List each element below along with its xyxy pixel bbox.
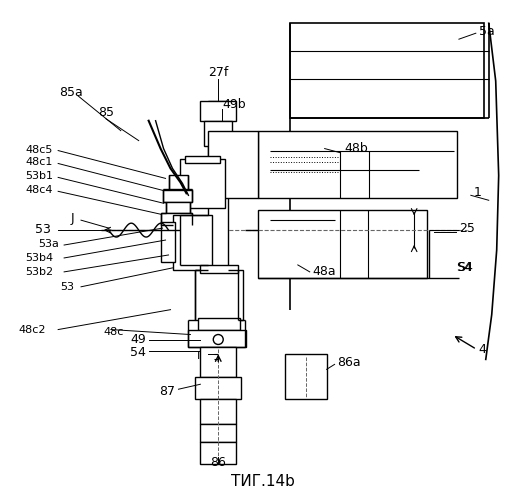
Text: I: I xyxy=(197,352,200,362)
Bar xyxy=(161,222,175,262)
Bar xyxy=(162,190,192,202)
Bar xyxy=(196,270,243,320)
Text: 85a: 85a xyxy=(59,86,83,100)
Text: 53b2: 53b2 xyxy=(25,267,53,277)
Bar xyxy=(258,210,427,278)
Bar xyxy=(198,318,240,330)
Text: ΤИГ.14b: ΤИГ.14b xyxy=(231,474,295,489)
Text: 85: 85 xyxy=(98,106,114,120)
Text: 48c5: 48c5 xyxy=(26,144,53,154)
Text: 49: 49 xyxy=(130,333,145,346)
Bar xyxy=(200,101,236,120)
Text: 25: 25 xyxy=(459,222,475,234)
Bar xyxy=(169,176,189,190)
Text: 53b1: 53b1 xyxy=(25,172,53,181)
Bar xyxy=(196,378,241,399)
Text: 5a: 5a xyxy=(479,24,494,38)
Text: 86a: 86a xyxy=(338,356,361,369)
Bar xyxy=(200,265,238,273)
Text: 86: 86 xyxy=(210,456,226,469)
Bar xyxy=(186,156,220,164)
Bar xyxy=(165,202,190,213)
Bar xyxy=(172,215,212,270)
Bar xyxy=(258,130,457,198)
Text: 49b: 49b xyxy=(222,98,246,112)
Text: 48c4: 48c4 xyxy=(26,186,53,196)
Text: 54: 54 xyxy=(130,346,145,359)
Text: 48a: 48a xyxy=(313,266,336,278)
Bar xyxy=(208,101,228,419)
Bar xyxy=(200,399,236,424)
Text: 87: 87 xyxy=(160,384,175,398)
Bar xyxy=(180,158,225,208)
Bar xyxy=(200,348,236,378)
Text: 53: 53 xyxy=(35,222,51,235)
Text: J: J xyxy=(71,212,74,224)
Text: 53: 53 xyxy=(60,282,74,292)
Bar xyxy=(189,330,246,347)
Bar xyxy=(200,442,236,464)
Text: 1: 1 xyxy=(474,186,482,199)
Bar xyxy=(208,130,258,198)
Text: 53a: 53a xyxy=(38,239,59,249)
Text: 4: 4 xyxy=(479,343,486,356)
Text: 48c1: 48c1 xyxy=(26,158,53,168)
Text: S4: S4 xyxy=(456,262,472,274)
Text: 48c: 48c xyxy=(104,326,124,336)
Text: S4: S4 xyxy=(457,262,473,274)
Bar xyxy=(161,213,192,225)
Bar xyxy=(200,424,236,442)
Text: 53b4: 53b4 xyxy=(25,253,53,263)
Bar xyxy=(285,354,327,399)
Bar xyxy=(204,120,232,146)
Text: 48c2: 48c2 xyxy=(19,324,46,334)
Text: 27f: 27f xyxy=(208,66,228,80)
Bar xyxy=(290,24,484,118)
Text: 48b: 48b xyxy=(345,142,368,155)
